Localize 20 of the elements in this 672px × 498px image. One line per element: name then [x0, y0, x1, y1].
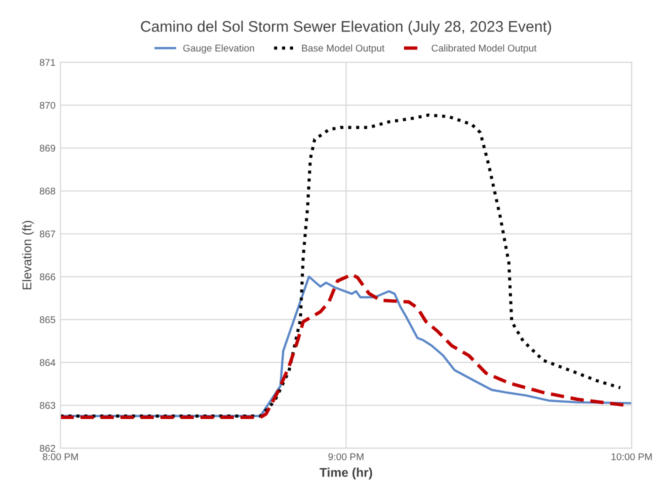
- legend-label: Calibrated Model Output: [432, 44, 537, 54]
- legend-label: Base Model Output: [302, 44, 384, 54]
- line-series: [60, 113, 622, 418]
- y-tick-label: 871: [40, 58, 56, 66]
- y-tick-label: 866: [40, 273, 56, 280]
- x-tick-label: 9:00 PM: [328, 453, 364, 460]
- y-axis-title: Elevation (ft): [22, 220, 34, 290]
- x-tick-label: 8:00 PM: [42, 453, 78, 460]
- y-tick-label: 867: [40, 230, 56, 238]
- x-axis-title: Time (hr): [320, 468, 372, 480]
- x-tick-label: 10:00 PM: [612, 453, 652, 460]
- chart-title: Camino del Sol Storm Sewer Elevation (July 28, 2023 Event): [140, 20, 552, 35]
- y-tick-label: 869: [40, 144, 56, 152]
- y-tick-label: 862: [40, 444, 56, 452]
- y-tick-label: 865: [40, 316, 56, 324]
- y-tick-label: 864: [40, 359, 56, 366]
- y-tick-label: 863: [40, 402, 56, 409]
- y-tick-label: 870: [40, 102, 56, 109]
- legend-label: Gauge Elevation: [183, 44, 254, 54]
- y-tick-label: 868: [40, 188, 56, 195]
